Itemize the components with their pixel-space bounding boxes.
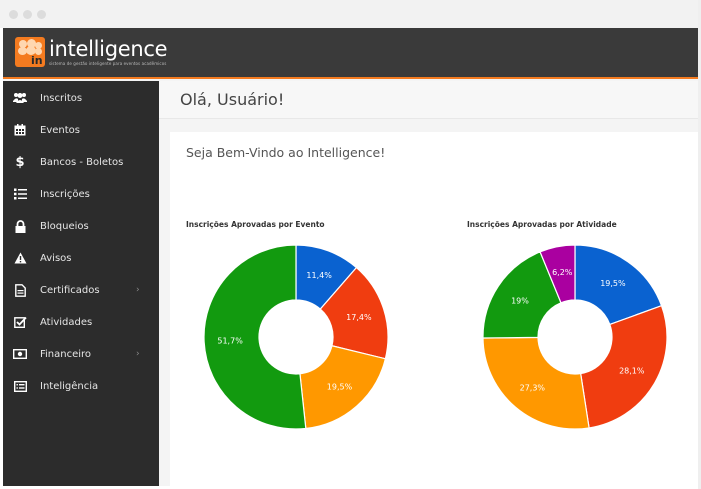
- users-icon: [13, 91, 27, 105]
- money-icon: [13, 347, 27, 361]
- logo-mark-text: in: [31, 54, 43, 67]
- sidebar-item-bancos-boletos[interactable]: $ Bancos - Boletos: [3, 148, 159, 176]
- sidebar-item-atividades[interactable]: Atividades: [3, 308, 159, 336]
- sidebar-item-inscritos[interactable]: Inscritos: [3, 84, 159, 112]
- slice-label: 17,4%: [346, 313, 372, 322]
- sidebar-item-label: Certificados: [40, 284, 100, 296]
- sidebar-item-inteligencia[interactable]: Inteligência: [3, 372, 159, 400]
- chart-title-atividade: Inscrições Aprovadas por Atividade: [467, 220, 617, 229]
- donut-chart-atividade: 19,5% 28,1% 27,3% 19% 6,2%: [482, 244, 668, 430]
- window-titlebar: [0, 0, 701, 28]
- sidebar-item-label: Eventos: [40, 124, 80, 136]
- slice-label: 19%: [511, 297, 529, 306]
- slice-label: 28,1%: [619, 367, 645, 376]
- warning-icon: [13, 251, 27, 265]
- app: in intelligence sistema de gestão inteli…: [3, 28, 698, 486]
- checkbox-icon: [13, 315, 27, 329]
- sidebar-item-label: Inscritos: [40, 92, 83, 104]
- window-border: [698, 0, 701, 489]
- donut-slice[interactable]: [203, 244, 307, 430]
- slice-label: 6,2%: [552, 268, 573, 277]
- sidebar-item-label: Bancos - Boletos: [40, 156, 124, 168]
- slice-label: 19,5%: [327, 383, 353, 392]
- donut-slice[interactable]: [579, 304, 668, 429]
- sidebar-item-label: Bloqueios: [40, 220, 89, 232]
- dollar-icon: $: [15, 154, 25, 170]
- sidebar-item-certificados[interactable]: Certificados ›: [3, 276, 159, 304]
- window-close-dot[interactable]: [9, 10, 18, 19]
- list-icon: [13, 187, 27, 201]
- top-bar: in intelligence sistema de gestão inteli…: [3, 28, 698, 79]
- chart-title-evento: Inscrições Aprovadas por Evento: [186, 220, 325, 229]
- logo-name: intelligence: [49, 37, 168, 61]
- dashboard-card: Seja Bem-Vindo ao Intelligence! Inscriçõ…: [170, 132, 698, 486]
- slice-label: 19,5%: [600, 279, 626, 288]
- sidebar-item-eventos[interactable]: Eventos: [3, 116, 159, 144]
- chevron-right-icon: ›: [136, 349, 140, 359]
- page-header: Olá, Usuário!: [159, 81, 698, 119]
- donut-slice[interactable]: [482, 251, 562, 339]
- sidebar-item-label: Financeiro: [40, 348, 92, 360]
- sidebar-item-label: Inscrições: [40, 188, 90, 200]
- welcome-message: Seja Bem-Vindo ao Intelligence!: [186, 145, 386, 160]
- calendar-icon: [13, 123, 27, 137]
- window-maximize-dot[interactable]: [37, 10, 46, 19]
- logo-tagline: sistema de gestão inteligente para event…: [49, 61, 167, 66]
- donut-chart-evento: 11,4% 17,4% 19,5% 51,7%: [203, 244, 389, 430]
- slice-label: 51,7%: [217, 337, 243, 346]
- brain-logo-icon: in: [15, 37, 45, 67]
- window-minimize-dot[interactable]: [23, 10, 32, 19]
- sidebar-item-label: Atividades: [40, 316, 93, 328]
- file-icon: [13, 283, 27, 297]
- lock-icon: [13, 219, 27, 233]
- donut-slice[interactable]: [574, 244, 663, 326]
- sidebar-item-bloqueios[interactable]: Bloqueios: [3, 212, 159, 240]
- sidebar-item-avisos[interactable]: Avisos: [3, 244, 159, 272]
- chevron-right-icon: ›: [136, 285, 140, 295]
- sidebar: Inscritos Eventos $ Bancos - Boletos Ins…: [3, 81, 159, 486]
- donut-slice[interactable]: [299, 345, 387, 430]
- logo[interactable]: in intelligence sistema de gestão inteli…: [15, 37, 168, 67]
- donut-slice[interactable]: [482, 336, 590, 430]
- slice-label: 11,4%: [306, 271, 332, 280]
- page-title: Olá, Usuário!: [180, 90, 285, 109]
- sidebar-item-label: Inteligência: [40, 380, 99, 392]
- slice-label: 27,3%: [520, 383, 546, 392]
- sidebar-item-label: Avisos: [40, 252, 72, 264]
- sidebar-item-financeiro[interactable]: Financeiro ›: [3, 340, 159, 368]
- donut-slice[interactable]: [539, 244, 576, 304]
- card-list-icon: [13, 379, 27, 393]
- donut-slice[interactable]: [319, 266, 389, 360]
- sidebar-item-inscricoes[interactable]: Inscrições: [3, 180, 159, 208]
